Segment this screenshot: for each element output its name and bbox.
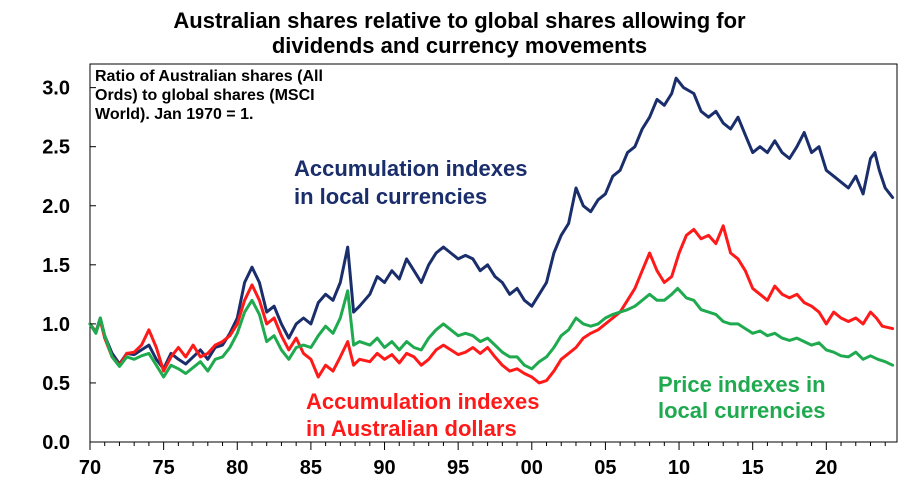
series-line-2 bbox=[88, 286, 895, 379]
x-tick-label-0: 70 bbox=[79, 457, 101, 479]
x-tick-label-6: 00 bbox=[521, 457, 543, 479]
x-tick-label-9: 15 bbox=[742, 457, 764, 479]
series-label-accum-aud-line-2: in Australian dollars bbox=[306, 416, 517, 441]
x-tick-label-2: 80 bbox=[226, 457, 248, 479]
series-label-accum-aud-line-1: Accumulation indexes bbox=[306, 389, 540, 414]
series-label-price-local-line-1: Price indexes in bbox=[658, 372, 826, 397]
chart-title: Australian shares relative to global sha… bbox=[0, 8, 919, 58]
x-tick-label-5: 95 bbox=[447, 457, 469, 479]
series-line-0 bbox=[88, 76, 895, 371]
chart-note-line-3: World). Jan 1970 = 1. bbox=[95, 106, 253, 123]
y-tick-label-0: 0.0 bbox=[42, 432, 70, 454]
y-tick-label-1: 0.5 bbox=[42, 373, 70, 395]
chart-title-line-1: Australian shares relative to global sha… bbox=[173, 8, 746, 33]
x-tick-label-10: 20 bbox=[815, 457, 837, 479]
y-tick-label-5: 2.5 bbox=[42, 137, 70, 159]
x-tick-label-1: 75 bbox=[153, 457, 175, 479]
chart-title-line-2: dividends and currency movements bbox=[271, 33, 648, 58]
y-tick-label-2: 1.0 bbox=[42, 314, 70, 336]
series-label-accum-local-line-2: in local currencies bbox=[294, 184, 487, 209]
chart-note-line-1: Ratio of Australian shares (All bbox=[95, 68, 323, 85]
chart-note-line-2: Ords) to global shares (MSCI bbox=[95, 87, 315, 104]
x-tick-label-7: 05 bbox=[594, 457, 616, 479]
series-line-1 bbox=[88, 224, 895, 385]
y-tick-label-4: 2.0 bbox=[42, 196, 70, 218]
axis-layer: 0.0 0.5 1.0 1.5 2.0 2.5 3.0 70 75 80 85 90 95 00 05 10 1… bbox=[42, 78, 886, 479]
y-tick-label-6: 3.0 bbox=[42, 78, 70, 100]
series-label-price-local-line-2: local currencies bbox=[658, 398, 826, 423]
x-tick-label-4: 90 bbox=[373, 457, 395, 479]
series-label-accum-local-line-1: Accumulation indexes bbox=[294, 156, 528, 181]
y-tick-label-3: 1.5 bbox=[42, 255, 70, 277]
x-tick-label-3: 85 bbox=[300, 457, 322, 479]
series-layer bbox=[88, 76, 895, 385]
plot-frame bbox=[89, 63, 898, 443]
x-tick-label-8: 10 bbox=[668, 457, 690, 479]
